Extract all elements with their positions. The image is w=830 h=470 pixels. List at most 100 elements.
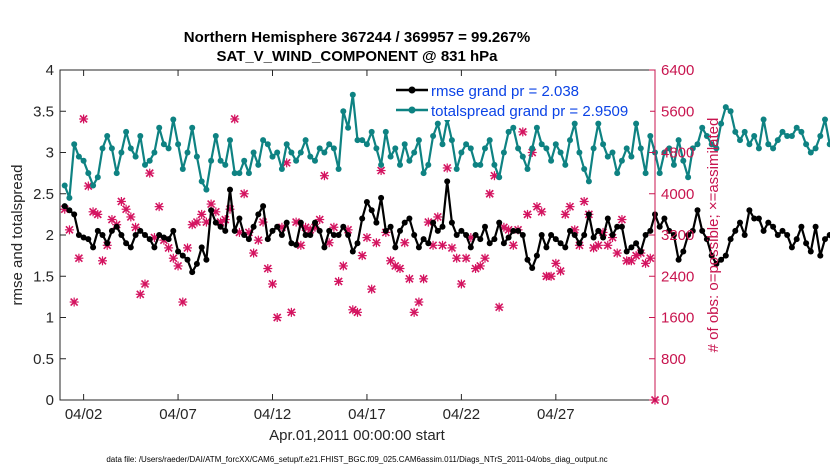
rmse-point [713,260,720,267]
legend-background [392,80,650,120]
obs-assimilated-marker [135,289,145,299]
totalspread-point [283,141,290,148]
y-right-tick-label: 0 [661,392,669,409]
obs-assimilated-marker [475,261,485,271]
rmse-point [359,215,366,222]
rmse-point [397,227,403,234]
totalspread-point [666,145,673,152]
rmse-point [600,234,607,241]
obs-assimilated-marker [438,240,447,250]
totalspread-point [458,149,465,156]
rmse-point [137,227,144,234]
rmse-point [439,223,446,230]
y-axis-right-label: # of obs: o=possible; ×=assimilated [705,118,722,353]
totalspread-point [751,133,758,139]
obs-assimilated-marker [338,261,348,271]
rmse-point [708,252,715,259]
obs-assimilated-marker [504,225,514,235]
rmse-point [406,215,413,222]
rmse-point [387,223,394,230]
totalspread-point [241,157,248,164]
totalspread-point [784,133,791,139]
legend-rmse-label: rmse grand pr = 2.038 [431,83,579,100]
obs-assimilated-marker [286,307,296,317]
obs-assimilated-marker [546,271,556,281]
rmse-point [90,244,97,251]
totalspread-point [529,145,536,152]
totalspread-point [80,157,87,164]
rmse-point [529,265,536,271]
rmse-point [609,232,616,238]
totalspread-point [61,182,68,189]
rmse-point [510,227,517,234]
obs-assimilated-marker [537,207,547,217]
totalspread-point [330,145,337,152]
rmse-point [628,244,635,251]
rmse-series-line [63,180,830,274]
totalspread-point [392,145,399,152]
obs-assimilated-marker [612,248,622,258]
obs-assimilated-marker [551,258,561,268]
y-left-tick-label: 0.5 [33,351,54,368]
totalspread-point [543,145,550,152]
totalspread-point [708,141,715,148]
rmse-point [590,234,597,241]
totalspread-point [363,141,370,148]
rmse-point [392,244,399,251]
totalspread-point [132,153,139,160]
totalspread-point [349,91,356,98]
totalspread-point [170,116,177,123]
y-left-tick-label: 3.5 [33,103,54,120]
rmse-point [293,241,300,248]
totalspread-point [359,137,366,144]
rmse-point [618,223,625,230]
obs-assimilated-marker [461,253,471,263]
rmse-point [269,227,276,234]
totalspread-point [85,170,92,177]
totalspread-point [661,149,668,156]
rmse-point [741,232,748,238]
rmse-point [453,232,460,238]
rmse-point [496,219,503,226]
totalspread-point [557,149,564,156]
obs-assimilated-marker [116,196,126,206]
rmse-point [61,203,68,210]
rmse-point [255,211,262,218]
totalspread-point [774,137,781,144]
obs-assimilated-marker [404,274,414,284]
totalspread-point [312,157,318,164]
rmse-point [472,232,479,238]
totalspread-point [482,145,488,152]
obs-assimilated-marker [168,253,178,263]
totalspread-point [151,149,158,156]
rmse-point [760,227,767,234]
totalspread-point [66,194,73,201]
totalspread-point [685,174,692,181]
totalspread-point [430,133,437,139]
legend: rmse grand pr = 2.038 totalspread grand … [392,80,650,120]
totalspread-point [71,141,78,148]
obs-assimilated-marker [230,114,240,124]
rmse-point [193,260,200,267]
rmse-point [288,240,295,247]
rmse-point [71,211,78,218]
totalspread-point [373,145,380,152]
obs-assimilated-marker [140,279,150,289]
rmse-point [411,232,418,238]
rmse-point [118,232,125,238]
y-left-tick-label: 4 [46,62,54,79]
rmse-point [585,211,592,218]
x-tick-label: 04/27 [537,406,575,423]
obs-assimilated-marker [334,276,344,286]
totalspread-point [788,133,795,139]
totalspread-point [316,145,323,152]
obs-assimilated-marker [64,225,74,235]
totalspread-point [434,120,441,127]
obs-assimilated-marker [319,171,329,181]
totalspread-point [156,124,163,131]
rmse-point [751,215,758,222]
totalspread-point [727,108,734,115]
y-right-tick-label: 2400 [661,268,694,285]
totalspread-point [609,149,616,156]
totalspread-point [302,137,309,144]
